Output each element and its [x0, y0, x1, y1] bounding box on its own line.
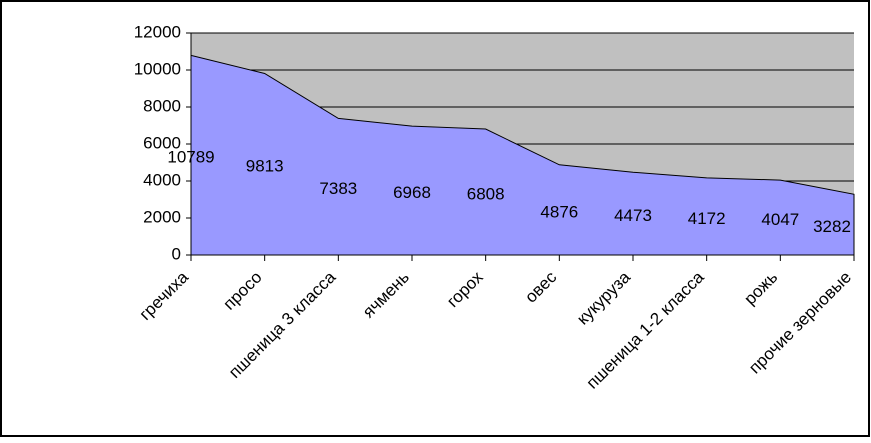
y-tick-label: 6000 — [143, 133, 181, 152]
data-label: 6808 — [467, 185, 505, 204]
data-label: 4047 — [761, 210, 799, 229]
y-tick-label: 12000 — [134, 22, 181, 41]
data-label: 9813 — [246, 157, 284, 176]
y-tick-label: 2000 — [143, 207, 181, 226]
data-label: 4172 — [688, 209, 726, 228]
y-tick-label: 10000 — [134, 59, 181, 78]
data-label: 4473 — [614, 206, 652, 225]
y-tick-label: 0 — [172, 244, 181, 263]
y-tick-label: 4000 — [143, 170, 181, 189]
data-label: 3282 — [813, 217, 851, 236]
data-label: 4876 — [540, 202, 578, 221]
y-tick-label: 8000 — [143, 96, 181, 115]
data-label: 6968 — [393, 183, 431, 202]
data-label: 7383 — [319, 179, 357, 198]
